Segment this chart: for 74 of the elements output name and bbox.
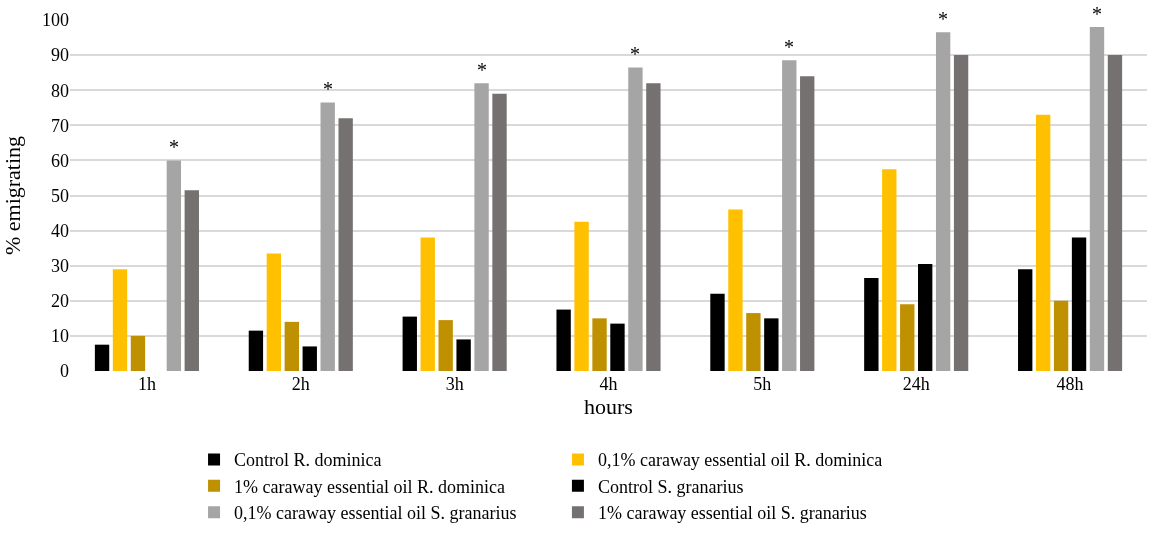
bar [338, 118, 353, 371]
y-tick-label: 70 [51, 115, 69, 136]
y-tick-label: 80 [51, 80, 69, 101]
bar [1018, 269, 1033, 371]
bar [574, 221, 589, 371]
y-tick-label: 100 [42, 10, 69, 31]
bar [248, 330, 264, 371]
bar [646, 83, 661, 371]
bar [953, 55, 969, 371]
annotation: * [169, 136, 179, 158]
x-axis-title: hours [584, 394, 633, 419]
bar [782, 60, 797, 371]
bar [628, 67, 643, 371]
bar [320, 102, 335, 371]
bar [882, 169, 897, 371]
x-tick-label: 1h [137, 374, 156, 394]
bar [935, 32, 951, 371]
y-tick-label: 10 [51, 326, 69, 347]
bar [474, 83, 489, 371]
bar [266, 253, 282, 371]
bar [420, 237, 435, 371]
bar [764, 318, 779, 371]
bar [94, 344, 110, 371]
bar [1071, 237, 1087, 371]
y-tick-label: 90 [51, 45, 69, 66]
bar [302, 346, 317, 371]
legend-label: 0,1% caraway essential oil S. granarius [234, 503, 517, 524]
bar [438, 320, 453, 371]
y-axis-title: % emigrating [0, 135, 25, 256]
bar [746, 313, 761, 371]
x-tick-label: 4h [599, 374, 618, 394]
x-tick-label: 3h [445, 374, 464, 394]
annotation: * [323, 78, 333, 100]
bar [184, 190, 199, 371]
bar [592, 318, 607, 371]
bar [130, 335, 146, 371]
legend-label: Control S. granarius [597, 476, 744, 497]
bar [728, 209, 743, 371]
bar [1107, 55, 1123, 371]
annotation: * [630, 43, 640, 65]
y-tick-label: 50 [51, 185, 69, 206]
x-tick-label: 24h [902, 374, 930, 394]
x-tick-label: 2h [291, 374, 310, 394]
bar [900, 304, 915, 371]
bar [864, 277, 879, 371]
legend-label: 1% caraway essential oil S. granarius [597, 503, 867, 524]
bar [610, 323, 625, 371]
bar [710, 293, 725, 371]
bar [800, 76, 815, 371]
bar [402, 316, 417, 371]
bar [112, 269, 128, 371]
x-tick-label: 48h [1056, 374, 1084, 394]
y-tick-label: 20 [51, 291, 69, 312]
bar [556, 309, 571, 371]
bar [1035, 114, 1051, 371]
bar [284, 321, 299, 371]
annotation: * [477, 59, 487, 81]
bar [456, 339, 471, 371]
legend-label: Control R. dominica [234, 450, 382, 471]
annotation: * [784, 36, 794, 58]
bar [1089, 27, 1105, 371]
bar [492, 93, 507, 371]
y-tick-label: 0 [60, 361, 69, 382]
annotation: * [1092, 3, 1102, 25]
annotation: * [938, 8, 948, 30]
legend-label: 0,1% caraway essential oil R. dominica [597, 450, 883, 471]
x-tick-label: 5h [753, 374, 772, 394]
legend-label: 1% caraway essential oil R. dominica [234, 476, 505, 497]
bar [166, 160, 182, 371]
y-tick-label: 40 [51, 220, 69, 241]
y-tick-label: 30 [51, 256, 69, 276]
bar [1053, 300, 1069, 371]
bar [918, 263, 933, 371]
y-tick-label: 60 [51, 150, 69, 171]
